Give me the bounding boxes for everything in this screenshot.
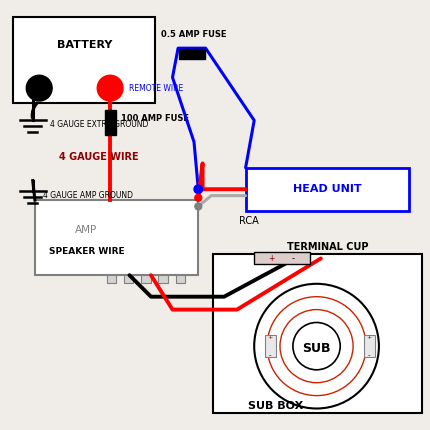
Circle shape: [254, 284, 378, 408]
Circle shape: [194, 203, 201, 210]
Text: SUB BOX: SUB BOX: [247, 401, 302, 411]
Bar: [363, 335, 374, 357]
Text: +: +: [366, 335, 371, 340]
Text: TERMINAL CUP: TERMINAL CUP: [286, 242, 367, 252]
Bar: [264, 335, 275, 357]
Text: SPEAKER WIRE: SPEAKER WIRE: [49, 247, 124, 256]
Text: 4 GAUGE WIRE: 4 GAUGE WIRE: [58, 152, 138, 162]
Text: 100 AMP FUSE: 100 AMP FUSE: [121, 114, 188, 123]
Bar: [175, 275, 184, 283]
Circle shape: [194, 194, 201, 201]
Text: REMOTE WIRE: REMOTE WIRE: [129, 84, 183, 92]
Circle shape: [194, 185, 202, 194]
Bar: [245, 168, 408, 211]
Bar: [13, 17, 155, 103]
Bar: [141, 275, 150, 283]
Bar: [254, 252, 309, 264]
Circle shape: [97, 75, 123, 101]
Text: SUB: SUB: [301, 342, 330, 355]
Text: +: +: [267, 335, 272, 340]
Bar: [213, 254, 421, 413]
Bar: [123, 275, 133, 283]
Text: AMP: AMP: [75, 225, 98, 235]
Text: -: -: [367, 352, 369, 358]
Text: 4 GAUGE AMP GROUND: 4 GAUGE AMP GROUND: [43, 191, 133, 200]
Text: +: +: [267, 254, 273, 263]
Text: 4 GAUGE EXTRA GROUND: 4 GAUGE EXTRA GROUND: [50, 120, 148, 129]
Bar: [158, 275, 167, 283]
Text: -: -: [291, 254, 294, 263]
Bar: [107, 275, 116, 283]
Circle shape: [26, 75, 52, 101]
Text: BATTERY: BATTERY: [56, 40, 112, 50]
Text: HEAD UNIT: HEAD UNIT: [292, 184, 361, 194]
Bar: [35, 200, 198, 275]
Text: 0.5 AMP FUSE: 0.5 AMP FUSE: [161, 30, 226, 39]
Text: RCA: RCA: [239, 216, 258, 227]
Bar: [178, 49, 204, 59]
Bar: [104, 110, 116, 135]
Text: -: -: [268, 352, 271, 358]
